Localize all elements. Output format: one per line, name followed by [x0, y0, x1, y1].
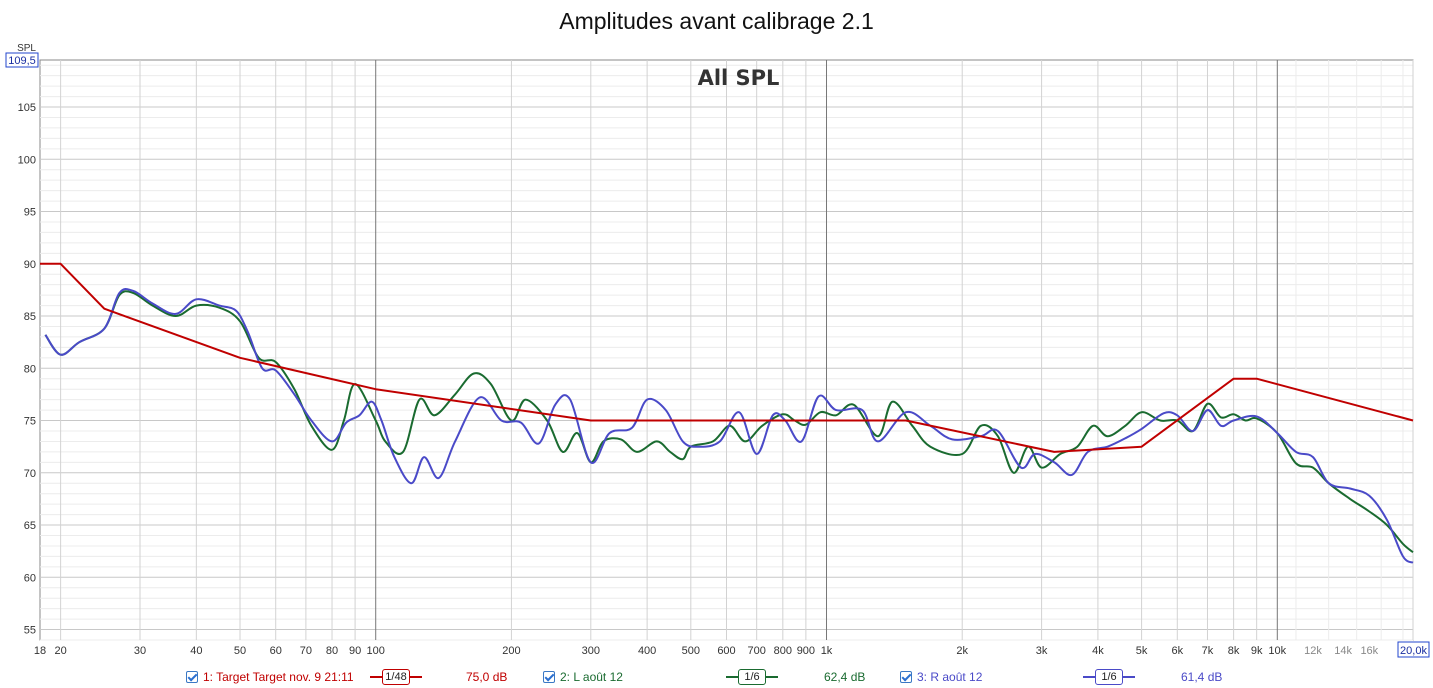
x-tick-label: 200 [502, 645, 520, 657]
y-top-readout: 109,5 [8, 55, 36, 67]
y-tick-label: 65 [24, 520, 36, 532]
y-tick-label: 85 [24, 311, 36, 323]
x-tick-label: 40 [190, 645, 202, 657]
x-right-readout: 20,0k [1400, 645, 1427, 657]
x-tick-label: 30 [134, 645, 146, 657]
x-tick-label: 50 [234, 645, 246, 657]
x-tick-label: 60 [270, 645, 282, 657]
x-tick-label: 1k [821, 645, 833, 657]
smoothing-label-left: 1/6 [738, 669, 766, 685]
x-tick-label: 400 [638, 645, 656, 657]
series-line-right [44, 288, 1414, 564]
y-axis-label: SPL [17, 43, 36, 54]
legend-item-target[interactable]: 1: Target Target nov. 9 21:11 [186, 666, 354, 688]
x-tick-label: 7k [1202, 645, 1214, 657]
checkbox-left[interactable] [543, 671, 555, 683]
legend-item-left[interactable]: 2: L août 12 [543, 666, 623, 688]
legend-label-right: 3: R août 12 [917, 670, 983, 684]
y-tick-label: 80 [24, 363, 36, 375]
x-tick-label: 20 [55, 645, 67, 657]
x-tick-label: 6k [1171, 645, 1183, 657]
x-tick-label: 12k [1304, 645, 1322, 657]
x-tick-label: 14k [1334, 645, 1352, 657]
x-tick-label: 800 [774, 645, 792, 657]
x-tick-label: 70 [300, 645, 312, 657]
x-tick-label: 100 [367, 645, 385, 657]
y-tick-label: 95 [24, 207, 36, 219]
level-target: 75,0 dB [466, 670, 508, 684]
series-line-target [40, 262, 1414, 453]
smoothing-label-target: 1/48 [382, 669, 410, 685]
y-top-readout-box [5, 52, 39, 68]
y-tick-label: 70 [24, 468, 36, 480]
legend-label-target: 1: Target Target nov. 9 21:11 [203, 670, 354, 684]
x-tick-label: 80 [326, 645, 338, 657]
x-tick-label: 600 [717, 645, 735, 657]
x-tick-label: 18 [34, 645, 46, 657]
level-left: 62,4 dB [824, 670, 866, 684]
y-tick-label: 90 [24, 259, 36, 271]
x-tick-label: 9k [1251, 645, 1263, 657]
level-right: 61,4 dB [1181, 670, 1223, 684]
x-tick-label: 4k [1092, 645, 1104, 657]
x-tick-label: 5k [1136, 645, 1148, 657]
y-tick-label: 100 [18, 154, 36, 166]
smoothing-label-right: 1/6 [1095, 669, 1123, 685]
chart-subtitle: All SPL [698, 66, 780, 90]
x-tick-label: 3k [1036, 645, 1048, 657]
x-tick-label: 16k [1360, 645, 1378, 657]
x-tick-label: 900 [797, 645, 815, 657]
checkbox-target[interactable] [186, 671, 198, 683]
x-tick-label: 90 [349, 645, 361, 657]
x-tick-label: 500 [682, 645, 700, 657]
y-tick-label: 75 [24, 416, 36, 428]
legend: 1: Target Target nov. 9 21:11 1/48 75,0 … [0, 666, 1433, 688]
y-tick-label: 60 [24, 572, 36, 584]
y-tick-label: 105 [18, 102, 36, 114]
x-tick-label: 8k [1228, 645, 1240, 657]
x-tick-label: 300 [582, 645, 600, 657]
x-tick-label: 10k [1268, 645, 1286, 657]
legend-item-right[interactable]: 3: R août 12 [900, 666, 982, 688]
x-tick-label: 2k [956, 645, 968, 657]
x-tick-label: 700 [747, 645, 765, 657]
legend-label-left: 2: L août 12 [560, 670, 623, 684]
x-right-readout-box [1397, 641, 1430, 658]
chart-title: Amplitudes avant calibrage 2.1 [559, 8, 874, 34]
grid-lines [40, 60, 1414, 641]
y-tick-label: 55 [24, 625, 36, 637]
checkbox-right[interactable] [900, 671, 912, 683]
